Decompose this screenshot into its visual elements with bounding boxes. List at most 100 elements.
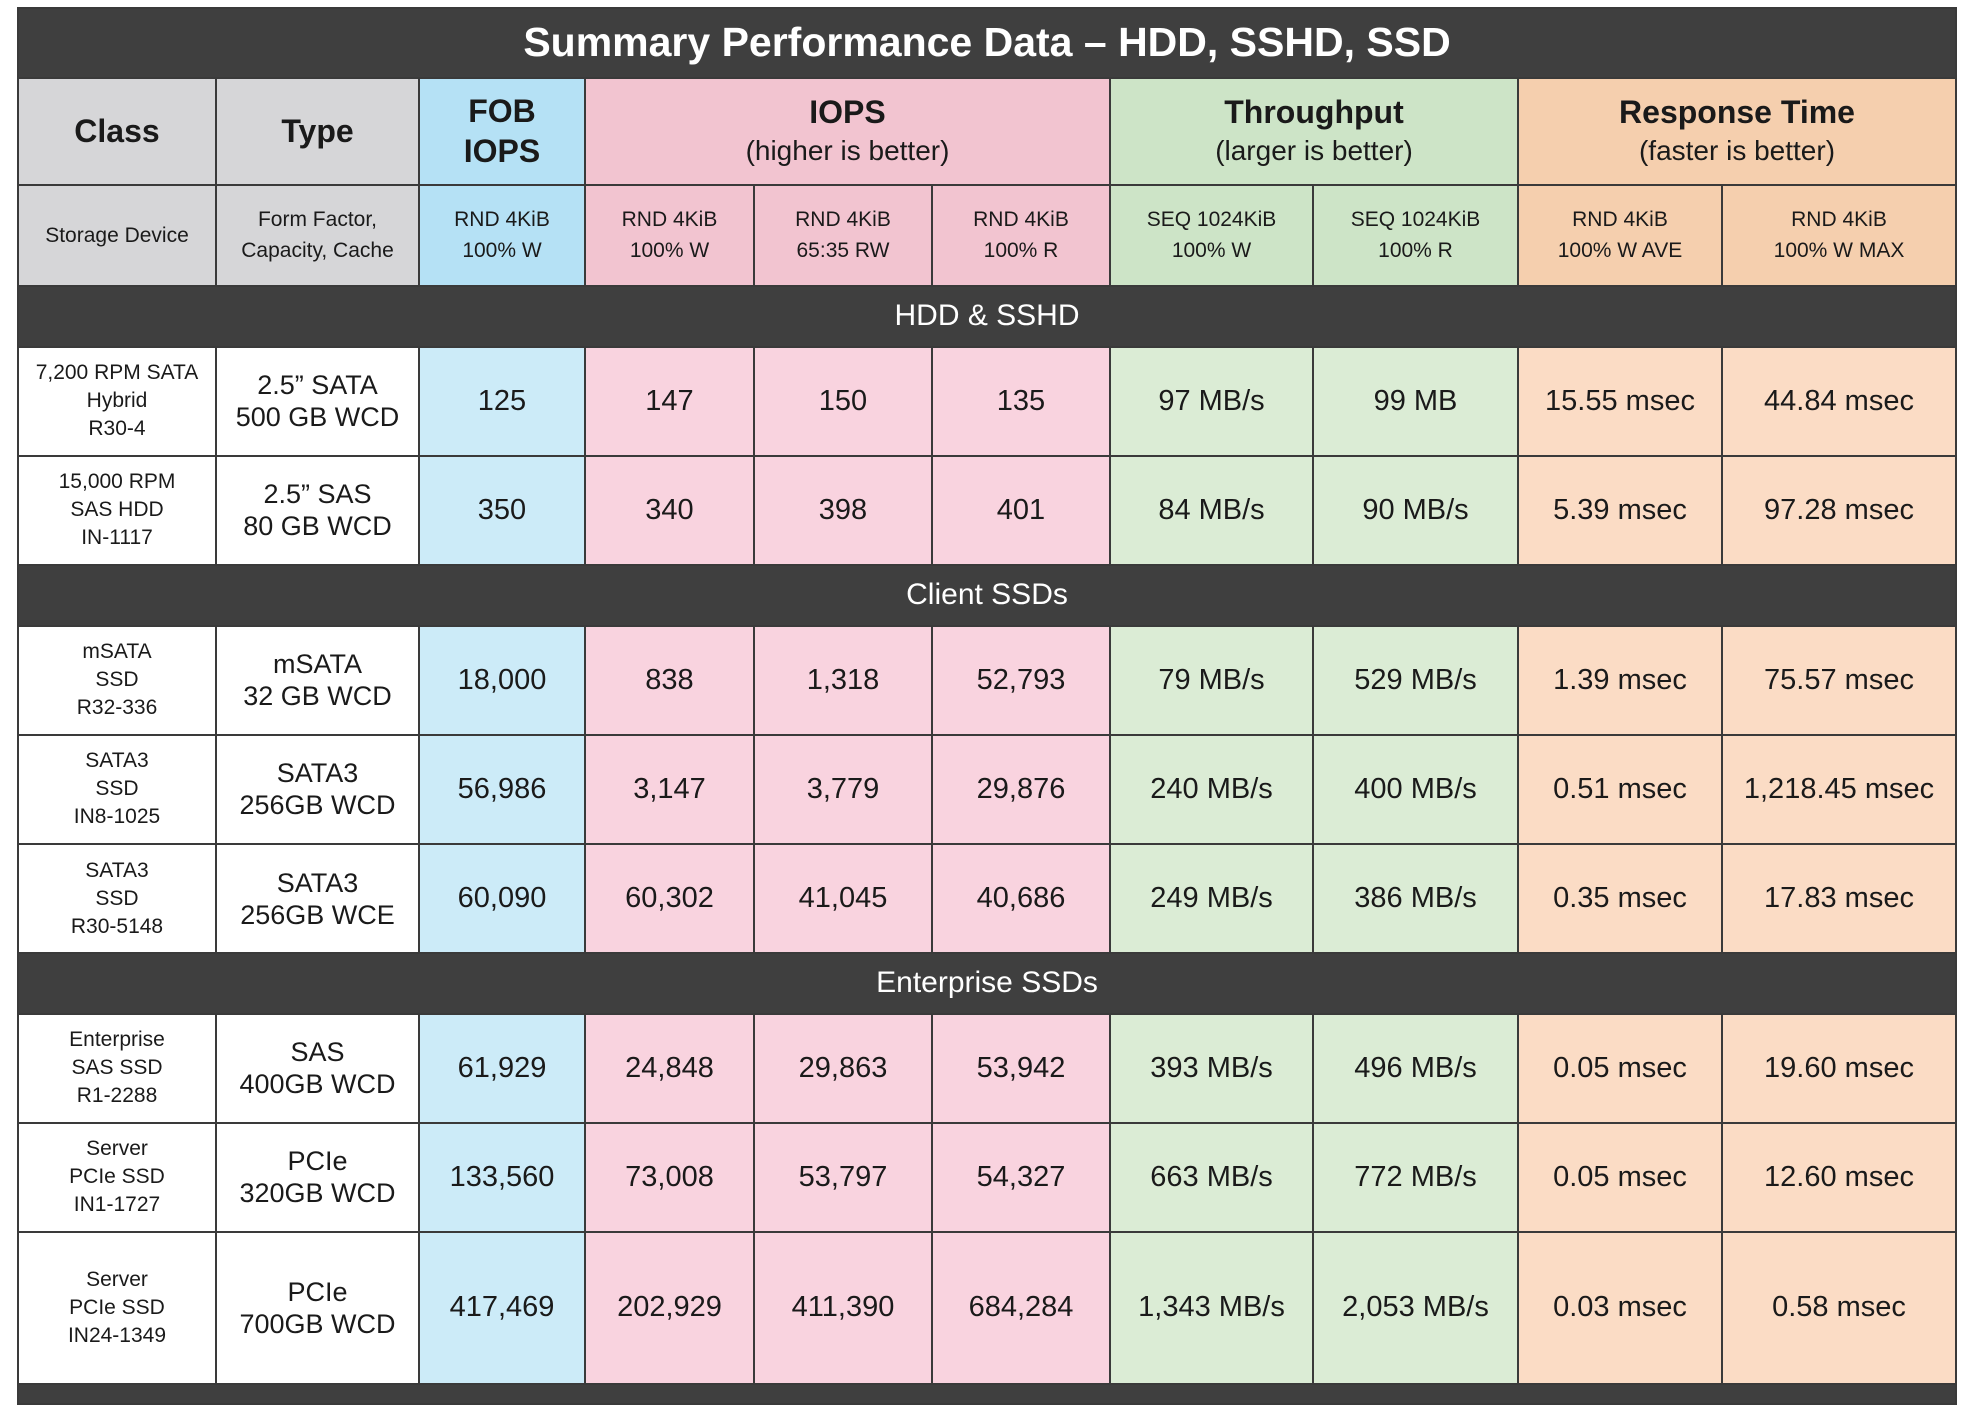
response-max-cell: 12.60 msec (1721, 1121, 1957, 1234)
subheader-cell: SEQ 1024KiB 100% R (1312, 183, 1519, 287)
table-row: 15,000 RPM SAS HDD IN-1117 2.5” SAS 80 GB WC… (17, 454, 1957, 566)
iops-write-cell: 24,848 (584, 1012, 755, 1124)
fob-iops-cell: 133,560 (418, 1121, 586, 1234)
device-cell: SATA3 SSD R30-5148 (17, 842, 217, 955)
response-max-cell: 0.58 msec (1721, 1231, 1957, 1385)
iops-read-cell: 684,284 (931, 1231, 1111, 1385)
fob-iops-cell: 56,986 (418, 733, 586, 845)
type-cell: SATA3 256GB WCE (215, 842, 420, 955)
table-row: 7,200 RPM SATA Hybrid R30-4 2.5” SATA 500 GB… (17, 345, 1957, 457)
table-bottom-bar (17, 1382, 1957, 1406)
response-max-cell: 44.84 msec (1721, 345, 1957, 457)
response-avg-cell: 0.35 msec (1517, 842, 1723, 955)
response-max-cell: 75.57 msec (1721, 624, 1957, 736)
subheader-cell: RND 4KiB 65:35 RW (753, 183, 933, 287)
section-header: Client SSDs (17, 563, 1957, 627)
header-fob-iops: FOB IOPS (418, 76, 586, 186)
iops-read-cell: 135 (931, 345, 1111, 457)
type-cell: 2.5” SAS 80 GB WCD (215, 454, 420, 566)
fob-iops-cell: 125 (418, 345, 586, 457)
fob-iops-cell: 18,000 (418, 624, 586, 736)
iops-read-cell: 53,942 (931, 1012, 1111, 1124)
device-cell: Server PCIe SSD IN24-1349 (17, 1231, 217, 1385)
throughput-read-cell: 529 MB/s (1312, 624, 1519, 736)
throughput-read-cell: 386 MB/s (1312, 842, 1519, 955)
fob-iops-cell: 417,469 (418, 1231, 586, 1385)
iops-read-cell: 54,327 (931, 1121, 1111, 1234)
throughput-write-cell: 1,343 MB/s (1109, 1231, 1314, 1385)
type-cell: SAS 400GB WCD (215, 1012, 420, 1124)
fob-iops-cell: 350 (418, 454, 586, 566)
header-class: Class (17, 76, 217, 186)
type-cell: mSATA 32 GB WCD (215, 624, 420, 736)
table-row: SATA3 SSD R30-5148 SATA3 256GB WCE 60,090 60,3… (17, 842, 1957, 955)
iops-write-cell: 3,147 (584, 733, 755, 845)
subheader-cell: RND 4KiB 100% W AVE (1517, 183, 1723, 287)
table-row: SATA3 SSD IN8-1025 SATA3 256GB WCD 56,986 3,14… (17, 733, 1957, 845)
throughput-write-cell: 97 MB/s (1109, 345, 1314, 457)
type-cell: SATA3 256GB WCD (215, 733, 420, 845)
table-row: mSATA SSD R32-336 mSATA 32 GB WCD 18,000 838 1,… (17, 624, 1957, 736)
iops-mixed-cell: 398 (753, 454, 933, 566)
fob-iops-cell: 61,929 (418, 1012, 586, 1124)
header-throughput: Throughput (larger is better) (1109, 76, 1519, 186)
table-row: Server PCIe SSD IN24-1349 PCIe 700GB WCD 417,… (17, 1231, 1957, 1385)
throughput-write-cell: 79 MB/s (1109, 624, 1314, 736)
throughput-write-cell: 84 MB/s (1109, 454, 1314, 566)
throughput-read-cell: 90 MB/s (1312, 454, 1519, 566)
response-avg-cell: 0.51 msec (1517, 733, 1723, 845)
iops-mixed-cell: 1,318 (753, 624, 933, 736)
device-cell: 7,200 RPM SATA Hybrid R30-4 (17, 345, 217, 457)
throughput-read-cell: 2,053 MB/s (1312, 1231, 1519, 1385)
iops-write-cell: 340 (584, 454, 755, 566)
iops-write-cell: 147 (584, 345, 755, 457)
device-cell: Server PCIe SSD IN1-1727 (17, 1121, 217, 1234)
iops-write-cell: 202,929 (584, 1231, 755, 1385)
subheader-cell: RND 4KiB 100% W (584, 183, 755, 287)
type-cell: PCIe 700GB WCD (215, 1231, 420, 1385)
header-iops: IOPS (higher is better) (584, 76, 1111, 186)
section-header: HDD & SSHD (17, 284, 1957, 348)
iops-mixed-cell: 411,390 (753, 1231, 933, 1385)
subheader-cell: Storage Device (17, 183, 217, 287)
throughput-read-cell: 772 MB/s (1312, 1121, 1519, 1234)
response-max-cell: 19.60 msec (1721, 1012, 1957, 1124)
subheader-cell: Form Factor, Capacity, Cache (215, 183, 420, 287)
response-avg-cell: 1.39 msec (1517, 624, 1723, 736)
subheader-cell: RND 4KiB 100% R (931, 183, 1111, 287)
table-title: Summary Performance Data – HDD, SSHD, SS… (17, 7, 1957, 79)
throughput-read-cell: 99 MB (1312, 345, 1519, 457)
throughput-write-cell: 393 MB/s (1109, 1012, 1314, 1124)
iops-mixed-cell: 53,797 (753, 1121, 933, 1234)
iops-read-cell: 40,686 (931, 842, 1111, 955)
response-avg-cell: 0.05 msec (1517, 1121, 1723, 1234)
iops-mixed-cell: 3,779 (753, 733, 933, 845)
iops-write-cell: 838 (584, 624, 755, 736)
device-cell: 15,000 RPM SAS HDD IN-1117 (17, 454, 217, 566)
iops-mixed-cell: 150 (753, 345, 933, 457)
header-response-time: Response Time (faster is better) (1517, 76, 1957, 186)
subheader-cell: SEQ 1024KiB 100% W (1109, 183, 1314, 287)
device-cell: mSATA SSD R32-336 (17, 624, 217, 736)
throughput-write-cell: 240 MB/s (1109, 733, 1314, 845)
table-row: Server PCIe SSD IN1-1727 PCIe 320GB WCD 133,5… (17, 1121, 1957, 1234)
subheader-cell: RND 4KiB 100% W MAX (1721, 183, 1957, 287)
throughput-read-cell: 400 MB/s (1312, 733, 1519, 845)
iops-read-cell: 29,876 (931, 733, 1111, 845)
section-header: Enterprise SSDs (17, 952, 1957, 1015)
table-row: Enterprise SAS SSD R1-2288 SAS 400GB WCD 61,9… (17, 1012, 1957, 1124)
type-cell: 2.5” SATA 500 GB WCD (215, 345, 420, 457)
iops-mixed-cell: 41,045 (753, 842, 933, 955)
response-avg-cell: 0.05 msec (1517, 1012, 1723, 1124)
iops-read-cell: 52,793 (931, 624, 1111, 736)
type-cell: PCIe 320GB WCD (215, 1121, 420, 1234)
response-avg-cell: 5.39 msec (1517, 454, 1723, 566)
iops-write-cell: 73,008 (584, 1121, 755, 1234)
subheader-cell: RND 4KiB 100% W (418, 183, 586, 287)
performance-table: Summary Performance Data – HDD, SSHD, SS… (17, 7, 1957, 1406)
throughput-read-cell: 496 MB/s (1312, 1012, 1519, 1124)
response-max-cell: 17.83 msec (1721, 842, 1957, 955)
response-avg-cell: 0.03 msec (1517, 1231, 1723, 1385)
iops-mixed-cell: 29,863 (753, 1012, 933, 1124)
throughput-write-cell: 249 MB/s (1109, 842, 1314, 955)
